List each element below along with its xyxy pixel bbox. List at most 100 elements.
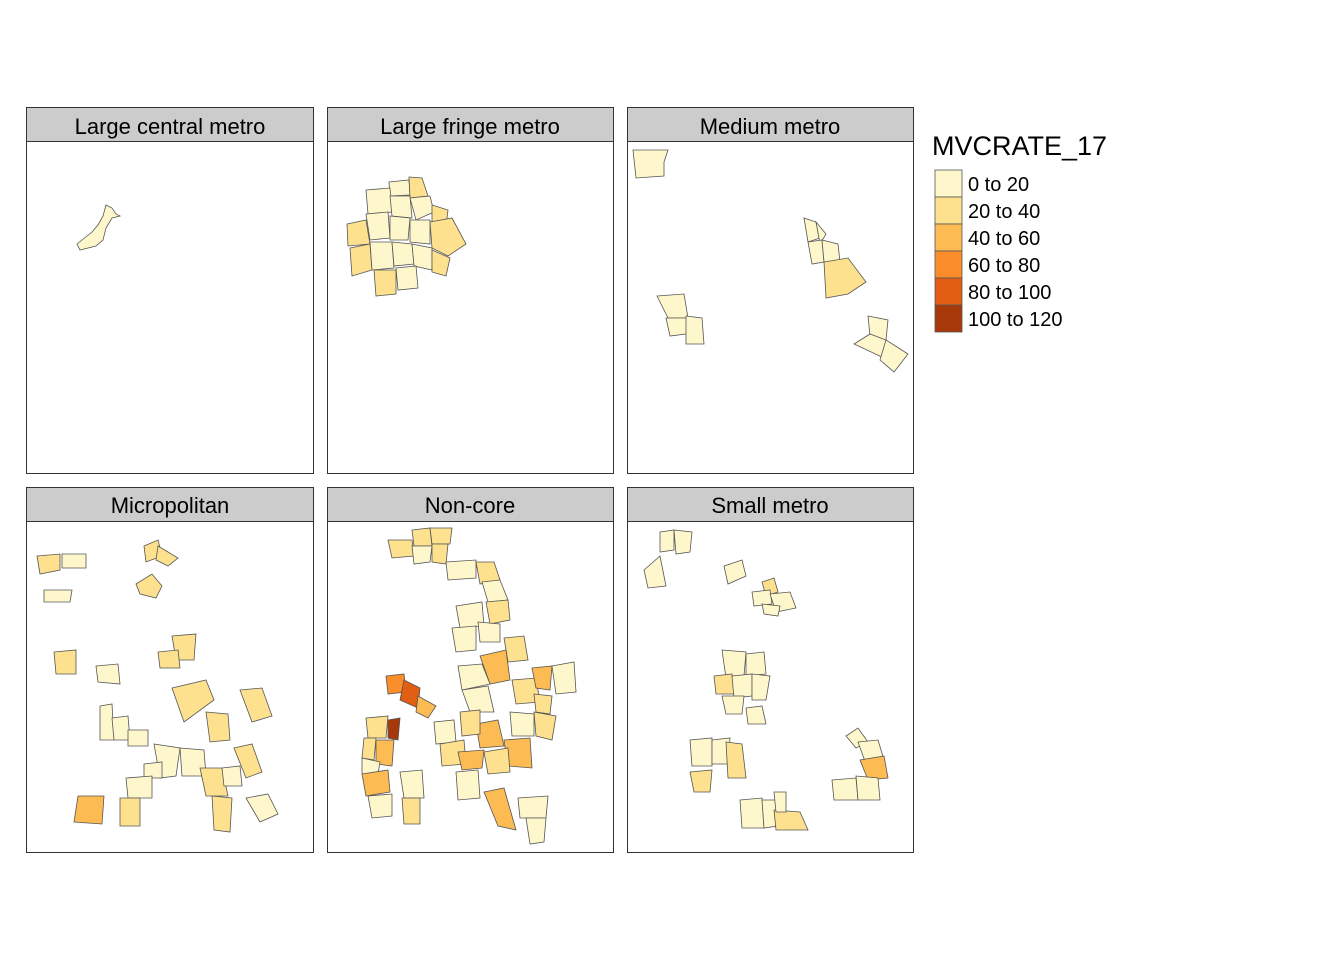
county-shape [346,219,371,247]
county-shape [127,729,149,747]
county-shape [411,545,433,565]
county-shape [429,217,467,257]
county-shape [369,241,395,271]
legend-label: 0 to 20 [968,174,1029,196]
county-shape [99,703,115,741]
county-shape [461,685,495,713]
county-shapes [361,527,577,845]
county-shape [483,787,517,831]
county-shape [73,795,105,825]
legend: MVCRATE_17 0 to 20 20 to 40 40 to 60 60 to … [932,131,1107,333]
legend-label: 80 to 100 [968,282,1051,304]
legend-label: 20 to 40 [968,201,1040,223]
county-shape [815,220,827,246]
county-shape [365,211,391,241]
county-shape [365,187,393,215]
county-shape [725,741,747,779]
county-shape [95,663,121,685]
county-shape [401,797,421,825]
legend-label: 60 to 80 [968,255,1040,277]
county-shape [689,737,713,767]
county-shape [551,661,577,695]
panel-micropolitan: Micropolitan [26,487,314,853]
panel-large-fringe-metro: Large fringe metro [327,107,614,474]
county-shapes [643,529,889,831]
county-shape [205,711,231,743]
county-shape [739,797,765,829]
county-shape [76,204,122,251]
county-shape [673,529,693,555]
panel-title: Medium metro [700,114,841,139]
county-shape [143,761,163,779]
legend-swatch [934,169,963,198]
county-shape [859,755,889,781]
county-shape [389,195,413,219]
county-shape [373,269,397,297]
county-shape [211,795,233,833]
county-shape [349,243,373,277]
panel-medium-metro: Medium metro [627,107,914,474]
county-shape [509,711,535,737]
county-shape [879,339,909,373]
legend-swatch [934,223,963,252]
panel-header [627,107,914,142]
county-shape [823,257,867,299]
county-shape [745,705,767,725]
county-shape [431,249,451,277]
county-shape [485,599,511,625]
county-shape [388,179,411,197]
panel-title: Non-core [425,493,515,518]
panel-frame [26,141,314,474]
panel-title: Large fringe metro [380,114,560,139]
county-shape [531,665,553,691]
county-shape [517,795,549,819]
county-shape [43,589,73,603]
county-shape [233,743,263,779]
county-shape [431,543,449,565]
county-shapes [632,149,909,373]
county-shape [119,797,141,827]
county-shape [525,817,547,845]
panel-small-metro: Small metro [627,487,914,853]
legend-swatch [934,250,963,279]
panel-header [26,107,314,142]
county-shape [643,555,667,589]
county-shape [387,717,401,741]
county-shape [445,559,477,581]
county-shape [483,747,511,775]
county-shape [429,527,453,545]
county-shape [399,769,425,799]
county-shape [457,749,485,771]
county-shape [245,793,279,823]
county-shapes [346,176,467,297]
county-shape [375,739,395,767]
county-shape [477,621,501,643]
county-shape [632,149,669,179]
county-shape [751,673,771,701]
county-shape [387,539,415,559]
county-shape [731,673,753,699]
county-shape [855,775,881,801]
legend-swatch [934,277,963,306]
panel-header [327,107,614,142]
county-shape [171,679,215,723]
panel-non-core: Non-core [327,487,614,853]
county-shape [157,649,181,669]
panel-large-central-metro: Large central metro [26,107,314,474]
county-shape [533,693,553,715]
county-shape [457,663,491,691]
county-shape [367,793,393,819]
county-shape [221,765,243,787]
legend-swatch [934,196,963,225]
legend-swatch [934,304,963,333]
county-shape [391,241,415,267]
county-shape [61,553,87,569]
county-shape [751,589,773,607]
county-shape [415,695,437,719]
county-shape [533,711,557,741]
panel-title: Small metro [711,493,828,518]
county-shape [155,545,179,567]
panel-title: Micropolitan [111,493,230,518]
county-shape [365,715,389,739]
